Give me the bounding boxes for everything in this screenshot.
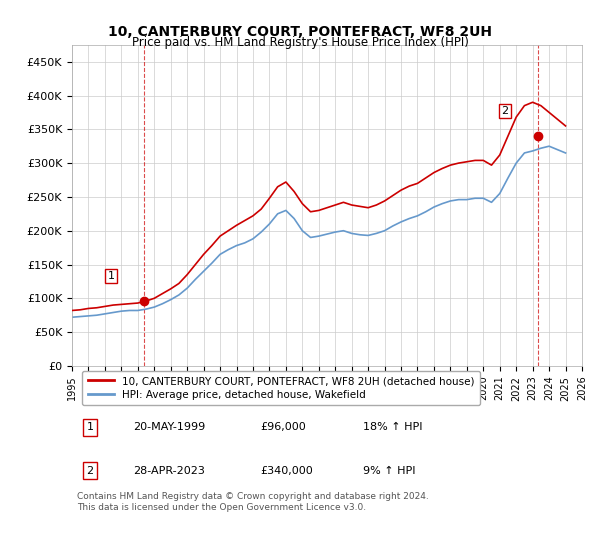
Text: £96,000: £96,000: [260, 422, 307, 432]
Text: Contains HM Land Registry data © Crown copyright and database right 2024.
This d: Contains HM Land Registry data © Crown c…: [77, 492, 429, 511]
Text: 2: 2: [86, 466, 94, 475]
Text: 18% ↑ HPI: 18% ↑ HPI: [363, 422, 422, 432]
Text: 9% ↑ HPI: 9% ↑ HPI: [363, 466, 415, 475]
Text: 2: 2: [502, 106, 509, 116]
Text: 1: 1: [107, 270, 115, 281]
Text: Price paid vs. HM Land Registry's House Price Index (HPI): Price paid vs. HM Land Registry's House …: [131, 36, 469, 49]
Text: £340,000: £340,000: [260, 466, 313, 475]
Text: 20-MAY-1999: 20-MAY-1999: [133, 422, 205, 432]
Legend: 10, CANTERBURY COURT, PONTEFRACT, WF8 2UH (detached house), HPI: Average price, : 10, CANTERBURY COURT, PONTEFRACT, WF8 2U…: [82, 371, 479, 405]
Text: 28-APR-2023: 28-APR-2023: [133, 466, 205, 475]
Text: 10, CANTERBURY COURT, PONTEFRACT, WF8 2UH: 10, CANTERBURY COURT, PONTEFRACT, WF8 2U…: [108, 25, 492, 39]
Text: 1: 1: [86, 422, 94, 432]
